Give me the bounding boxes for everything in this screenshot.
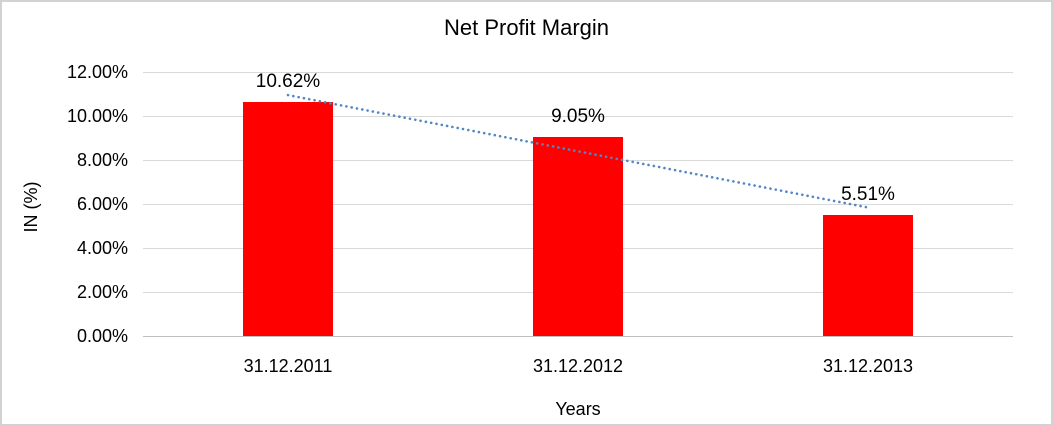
x-axis-title: Years [555, 399, 601, 419]
x-tick-label: 31.12.2011 [243, 356, 333, 376]
bar [243, 102, 333, 336]
y-tick-label: 10.00% [66, 106, 128, 126]
bar-value-label: 10.62% [255, 71, 321, 93]
bar [533, 136, 623, 336]
y-tick-label: 4.00% [76, 238, 128, 258]
chart-title: Net Profit Margin [443, 15, 610, 40]
gridline [143, 115, 1013, 117]
gridline [143, 71, 1013, 73]
gridline [143, 335, 1013, 337]
plot-area: 10.62% 9.05% 5.51% [143, 71, 1013, 337]
bar-value-label: 9.05% [551, 105, 605, 127]
x-tick-label: 31.12.2013 [822, 356, 914, 376]
trendline [286, 93, 870, 209]
bar [823, 214, 913, 336]
y-tick-label: 12.00% [66, 62, 128, 82]
y-tick-label: 0.00% [76, 326, 128, 346]
y-tick-label: 2.00% [76, 282, 128, 302]
y-tick-label: 8.00% [76, 150, 128, 170]
y-tick-label: 6.00% [76, 194, 128, 214]
bar-value-label: 5.51% [841, 183, 895, 205]
x-tick-label: 31.12.2012 [532, 356, 624, 376]
